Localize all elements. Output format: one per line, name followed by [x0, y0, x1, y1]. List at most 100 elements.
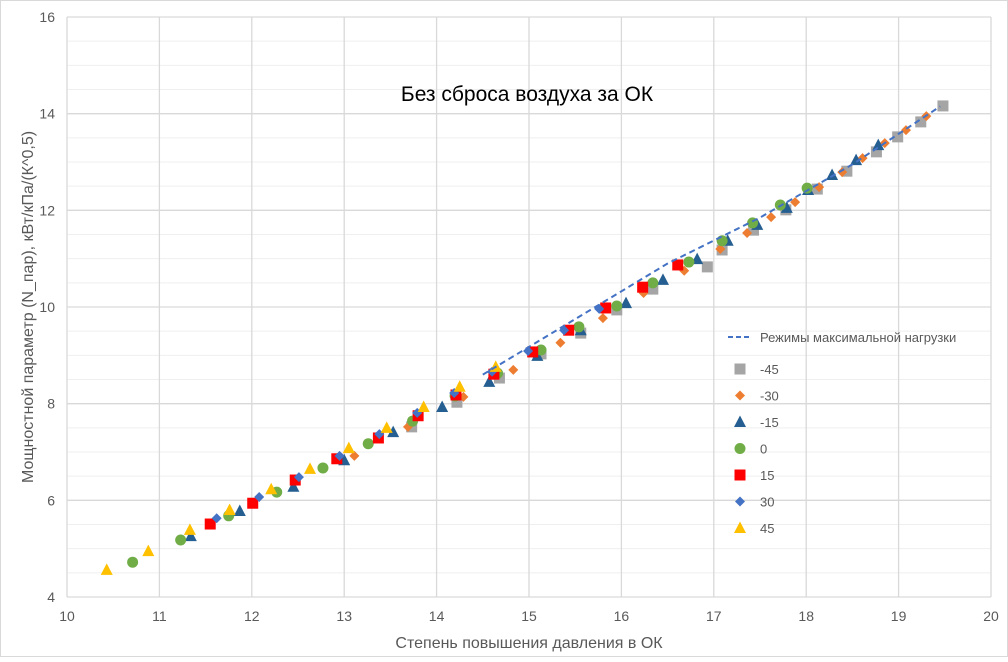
legend-marker	[735, 390, 745, 401]
max-load-line	[482, 105, 941, 376]
y-tick-label: 12	[39, 202, 55, 218]
data-point	[508, 364, 519, 375]
data-point	[611, 300, 623, 312]
data-point	[600, 302, 612, 314]
data-point	[620, 296, 633, 309]
data-point	[683, 256, 695, 268]
data-point	[362, 438, 374, 450]
data-point	[127, 556, 139, 568]
data-point	[715, 244, 726, 254]
data-point	[647, 283, 659, 295]
data-point	[142, 544, 155, 557]
data-point	[597, 313, 608, 324]
plot-area	[100, 100, 949, 575]
legend-label: 30	[760, 495, 774, 510]
legend-marker	[734, 521, 746, 533]
data-point	[748, 224, 760, 236]
x-tick-label: 17	[706, 608, 722, 624]
data-point	[527, 346, 539, 358]
data-point	[716, 235, 728, 247]
legend-label: 15	[760, 468, 774, 483]
x-tick-label: 18	[798, 608, 814, 624]
y-axis-label: Мощностной параметр (N_пар), кВт/кПа/(К^…	[20, 131, 37, 483]
data-point	[289, 474, 301, 486]
data-point	[293, 472, 304, 483]
data-point	[483, 375, 496, 387]
data-point	[870, 146, 882, 158]
data-point	[892, 131, 904, 143]
data-point	[183, 523, 196, 535]
data-point	[265, 482, 278, 495]
legend-label: Режимы максимальной нагрузки	[760, 330, 956, 345]
data-point	[937, 100, 949, 112]
legend: Режимы максимальной нагрузки -45 -30 -15 0 15…	[728, 330, 956, 536]
data-point	[837, 167, 848, 178]
data-point	[223, 503, 236, 515]
x-tick-label: 13	[336, 608, 352, 624]
legend-marker	[734, 443, 746, 454]
chart-title: Без сброса воздуха за ОК	[401, 83, 654, 106]
data-point	[247, 497, 259, 509]
data-point	[701, 261, 713, 273]
y-tick-label: 8	[47, 396, 55, 412]
legend-marker	[735, 496, 745, 507]
data-point	[175, 534, 187, 546]
legend-label: 45	[760, 521, 774, 536]
legend-label: -30	[760, 389, 779, 404]
data-point	[790, 197, 801, 208]
data-point	[342, 441, 355, 454]
data-point	[742, 228, 753, 239]
data-point	[647, 277, 659, 289]
x-tick-label: 11	[152, 608, 167, 624]
data-point	[380, 421, 393, 433]
data-point	[900, 125, 911, 136]
data-point	[801, 182, 813, 194]
data-point	[555, 337, 566, 348]
data-point	[184, 529, 197, 542]
x-axis-label: Степень повышения давления в ОК	[395, 635, 663, 652]
data-point	[304, 462, 317, 474]
y-tick-label: 14	[39, 106, 55, 122]
legend-label: -15	[760, 415, 779, 430]
data-point	[334, 450, 345, 461]
x-tick-label: 10	[59, 608, 75, 624]
tick-labels: 10 11 12 13 14 15 16 17 18 19 20 4 6 8 10 12 14 16	[39, 9, 999, 624]
data-point	[535, 344, 547, 356]
data-point	[780, 201, 793, 213]
data-point	[331, 453, 343, 465]
data-point	[841, 165, 853, 177]
data-point	[317, 462, 329, 474]
data-point	[672, 259, 684, 271]
data-point	[204, 518, 216, 530]
x-tick-label: 19	[891, 608, 907, 624]
series-45	[100, 360, 502, 575]
gridlines	[66, 16, 992, 598]
legend-label: -45	[760, 362, 779, 377]
legend-marker	[734, 469, 746, 481]
data-point	[417, 400, 430, 413]
x-tick-label: 20	[983, 608, 999, 624]
data-point	[100, 563, 113, 575]
y-tick-label: 6	[47, 492, 55, 508]
y-tick-label: 16	[39, 9, 55, 25]
x-tick-label: 12	[244, 608, 260, 624]
x-tick-label: 14	[429, 608, 445, 624]
data-point	[453, 380, 466, 392]
x-tick-label: 16	[614, 608, 630, 624]
y-tick-label: 10	[39, 299, 55, 315]
data-point	[254, 491, 265, 502]
data-point	[872, 138, 885, 151]
data-point	[211, 513, 222, 524]
x-tick-label: 15	[521, 608, 537, 624]
data-point	[656, 273, 669, 285]
data-point	[349, 450, 360, 461]
data-point	[436, 400, 449, 413]
data-point	[387, 425, 400, 438]
data-point	[766, 212, 777, 223]
data-point	[451, 396, 463, 408]
data-point	[637, 281, 649, 293]
data-point	[287, 480, 300, 492]
data-point	[826, 168, 839, 181]
